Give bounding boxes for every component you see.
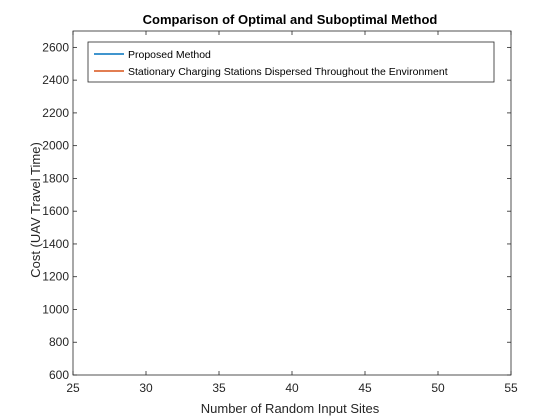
y-tick-label-10: 2600 xyxy=(42,40,69,54)
y-tick-label-3: 1200 xyxy=(42,270,69,284)
x-tick-label-0: 25 xyxy=(66,381,80,395)
x-tick-label-4: 45 xyxy=(358,381,372,395)
x-tick-label-1: 30 xyxy=(139,381,153,395)
x-tick-label-3: 40 xyxy=(285,381,299,395)
legend: Proposed Method Stationary Charging Stati… xyxy=(87,41,495,83)
axes-box xyxy=(72,30,512,376)
y-tick-label-5: 1600 xyxy=(42,204,69,218)
chart-title: Comparison of Optimal and Suboptimal Met… xyxy=(143,12,438,27)
legend-label-0: Proposed Method xyxy=(128,49,211,61)
y-axis-label: Cost (UAV Travel Time) xyxy=(28,142,43,278)
legend-label-1: Stationary Charging Stations Dispersed T… xyxy=(128,66,448,78)
x-axis-label: Number of Random Input Sites xyxy=(201,401,380,416)
y-tick-label-2: 1000 xyxy=(42,302,69,316)
y-tick-label-4: 1400 xyxy=(42,237,69,251)
x-tick-label-6: 55 xyxy=(504,381,518,395)
y-tick-label-6: 1800 xyxy=(42,171,69,185)
y-tick-label-9: 2400 xyxy=(42,73,69,87)
x-tick-label-5: 50 xyxy=(431,381,445,395)
x-tick-label-2: 35 xyxy=(212,381,226,395)
y-tick-label-0: 600 xyxy=(49,368,69,382)
y-tick-label-7: 2000 xyxy=(42,139,69,153)
y-tick-label-1: 800 xyxy=(49,335,69,349)
legend-box xyxy=(87,41,495,83)
axes: 25 30 35 40 45 50 55 600 800 1000 1200 1400 1600 1800… xyxy=(42,30,518,395)
y-tick-label-8: 2200 xyxy=(42,106,69,120)
